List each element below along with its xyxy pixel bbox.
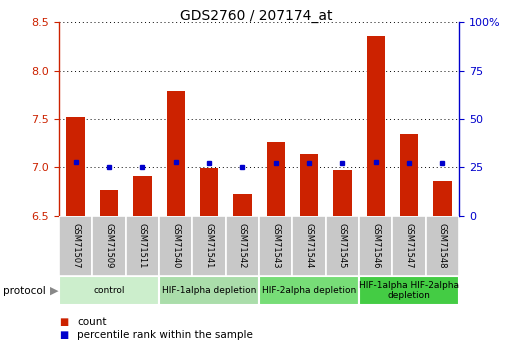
- Text: HIF-2alpha depletion: HIF-2alpha depletion: [262, 286, 356, 295]
- Text: ■: ■: [59, 317, 68, 326]
- Text: GDS2760 / 207174_at: GDS2760 / 207174_at: [180, 9, 333, 23]
- Text: GSM71542: GSM71542: [238, 223, 247, 268]
- Bar: [59, 216, 92, 276]
- Text: GSM71545: GSM71545: [338, 223, 347, 268]
- Bar: [333, 170, 351, 216]
- Bar: [100, 189, 118, 216]
- Text: GSM71507: GSM71507: [71, 223, 80, 268]
- Text: GSM71548: GSM71548: [438, 223, 447, 268]
- Text: GSM71540: GSM71540: [171, 223, 180, 268]
- Bar: [300, 154, 318, 216]
- Bar: [433, 181, 451, 216]
- Text: HIF-1alpha depletion: HIF-1alpha depletion: [162, 286, 256, 295]
- Text: ■: ■: [59, 330, 68, 339]
- Bar: [192, 216, 226, 276]
- Bar: [159, 276, 259, 305]
- Text: GSM71546: GSM71546: [371, 223, 380, 268]
- Bar: [59, 276, 159, 305]
- Text: count: count: [77, 317, 107, 326]
- Bar: [126, 216, 159, 276]
- Bar: [367, 36, 385, 216]
- Bar: [400, 134, 418, 216]
- Bar: [359, 276, 459, 305]
- Bar: [292, 216, 326, 276]
- Text: HIF-1alpha HIF-2alpha
depletion: HIF-1alpha HIF-2alpha depletion: [359, 281, 459, 300]
- Text: ▶: ▶: [50, 286, 59, 296]
- Text: GSM71543: GSM71543: [271, 223, 280, 268]
- Bar: [267, 142, 285, 216]
- Bar: [392, 216, 426, 276]
- Bar: [326, 216, 359, 276]
- Text: GSM71544: GSM71544: [305, 223, 313, 268]
- Text: GSM71547: GSM71547: [405, 223, 413, 268]
- Bar: [233, 194, 251, 216]
- Bar: [359, 216, 392, 276]
- Bar: [426, 216, 459, 276]
- Bar: [259, 276, 359, 305]
- Text: GSM71511: GSM71511: [138, 223, 147, 268]
- Bar: [133, 176, 151, 216]
- Bar: [67, 117, 85, 216]
- Bar: [92, 216, 126, 276]
- Bar: [159, 216, 192, 276]
- Text: control: control: [93, 286, 125, 295]
- Text: percentile rank within the sample: percentile rank within the sample: [77, 330, 253, 339]
- Bar: [200, 168, 218, 216]
- Text: protocol: protocol: [3, 286, 45, 296]
- Bar: [226, 216, 259, 276]
- Bar: [167, 91, 185, 216]
- Text: GSM71509: GSM71509: [105, 223, 113, 268]
- Bar: [259, 216, 292, 276]
- Text: GSM71541: GSM71541: [205, 223, 213, 268]
